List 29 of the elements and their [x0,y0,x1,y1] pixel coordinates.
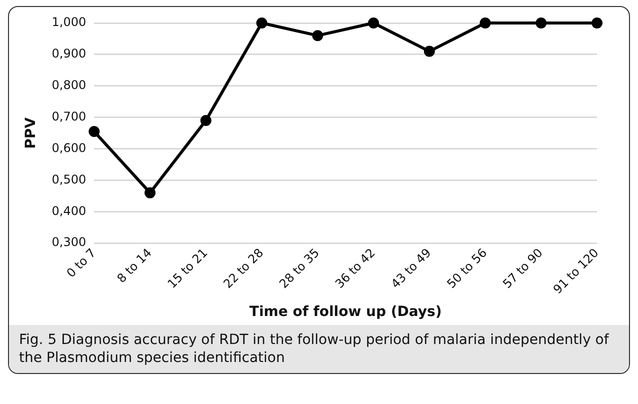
y-tick-label: 1,000 [52,15,86,30]
y-tick-label: 0,600 [52,140,86,155]
point [368,18,380,28]
point [256,18,268,28]
x-tick-label: 15 to 21 [164,246,210,292]
point [144,187,156,198]
x-tick-label: 50 to 56 [444,246,490,292]
x-tick-label: 57 to 90 [500,246,546,292]
point [424,46,435,57]
y-tick-label: 0,900 [52,46,86,61]
point [536,18,547,28]
point [88,126,100,137]
point [592,18,602,28]
y-tick-label: 0,400 [52,204,86,218]
point [312,30,324,42]
x-tick-label: 8 to 14 [114,246,154,286]
x-tick-label: 28 to 35 [276,246,322,292]
point [480,18,491,28]
y-axis-title: PPV [23,117,40,149]
x-tick-label: 43 to 49 [388,246,434,292]
y-tick-label: 0,500 [52,172,86,186]
x-tick-label: 22 to 28 [220,246,266,292]
caption: Fig. 5 Diagnosis accuracy of RDT in the follow-up period of malaria independently of the Plasmodium species identification [9,325,629,373]
y-tick-label: 0,700 [52,109,86,124]
x-tick-label: 91 to 120 [550,246,602,296]
point [200,114,212,126]
x-axis-title: Time of follow up (Days) [249,304,442,320]
x-tick-label: 36 to 42 [332,246,378,292]
y-tick-label: 0,800 [52,78,86,92]
